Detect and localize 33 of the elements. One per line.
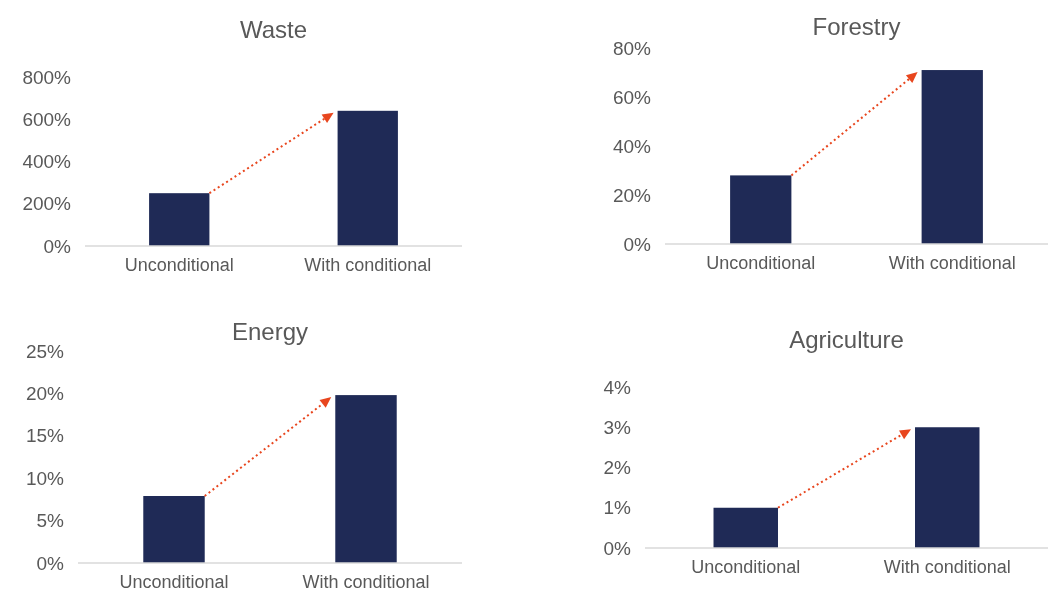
y-tick-label: 60% <box>612 86 652 108</box>
chart-title: Agriculture <box>789 326 904 353</box>
x-tick-label: Unconditional <box>691 557 801 577</box>
y-tick-label: 0% <box>43 235 72 257</box>
chart-title: Energy <box>231 318 309 345</box>
y-tick-label: 0% <box>603 537 632 559</box>
y-tick-label: 40% <box>612 135 652 157</box>
x-tick-label: Unconditional <box>706 253 816 273</box>
y-tick-label: 2% <box>603 457 632 479</box>
y-tick-label: 20% <box>612 184 652 206</box>
x-tick-label: With conditional <box>304 255 432 275</box>
y-tick-label: 5% <box>36 510 65 532</box>
y-tick-label: 80% <box>612 37 652 59</box>
y-tick-label: 25% <box>25 340 65 362</box>
y-tick-label: 400% <box>22 151 72 173</box>
x-tick-label: With conditional <box>302 572 430 592</box>
y-tick-label: 15% <box>25 425 65 447</box>
y-tick-label: 0% <box>623 233 652 255</box>
x-tick-label: With conditional <box>888 253 1016 273</box>
chart-title: Waste <box>239 16 308 43</box>
y-tick-label: 800% <box>22 66 72 88</box>
y-tick-label: 10% <box>25 467 65 489</box>
y-tick-label: 600% <box>22 108 72 130</box>
y-tick-label: 0% <box>36 552 65 574</box>
x-tick-label: Unconditional <box>119 572 229 592</box>
y-tick-label: 20% <box>25 383 65 405</box>
chart-title: Forestry <box>812 13 901 40</box>
y-tick-label: 3% <box>603 416 632 438</box>
y-tick-label: 1% <box>603 497 632 519</box>
y-tick-label: 4% <box>603 376 632 398</box>
y-tick-label: 200% <box>22 193 72 215</box>
x-tick-label: Unconditional <box>124 255 234 275</box>
x-tick-label: With conditional <box>883 557 1011 577</box>
